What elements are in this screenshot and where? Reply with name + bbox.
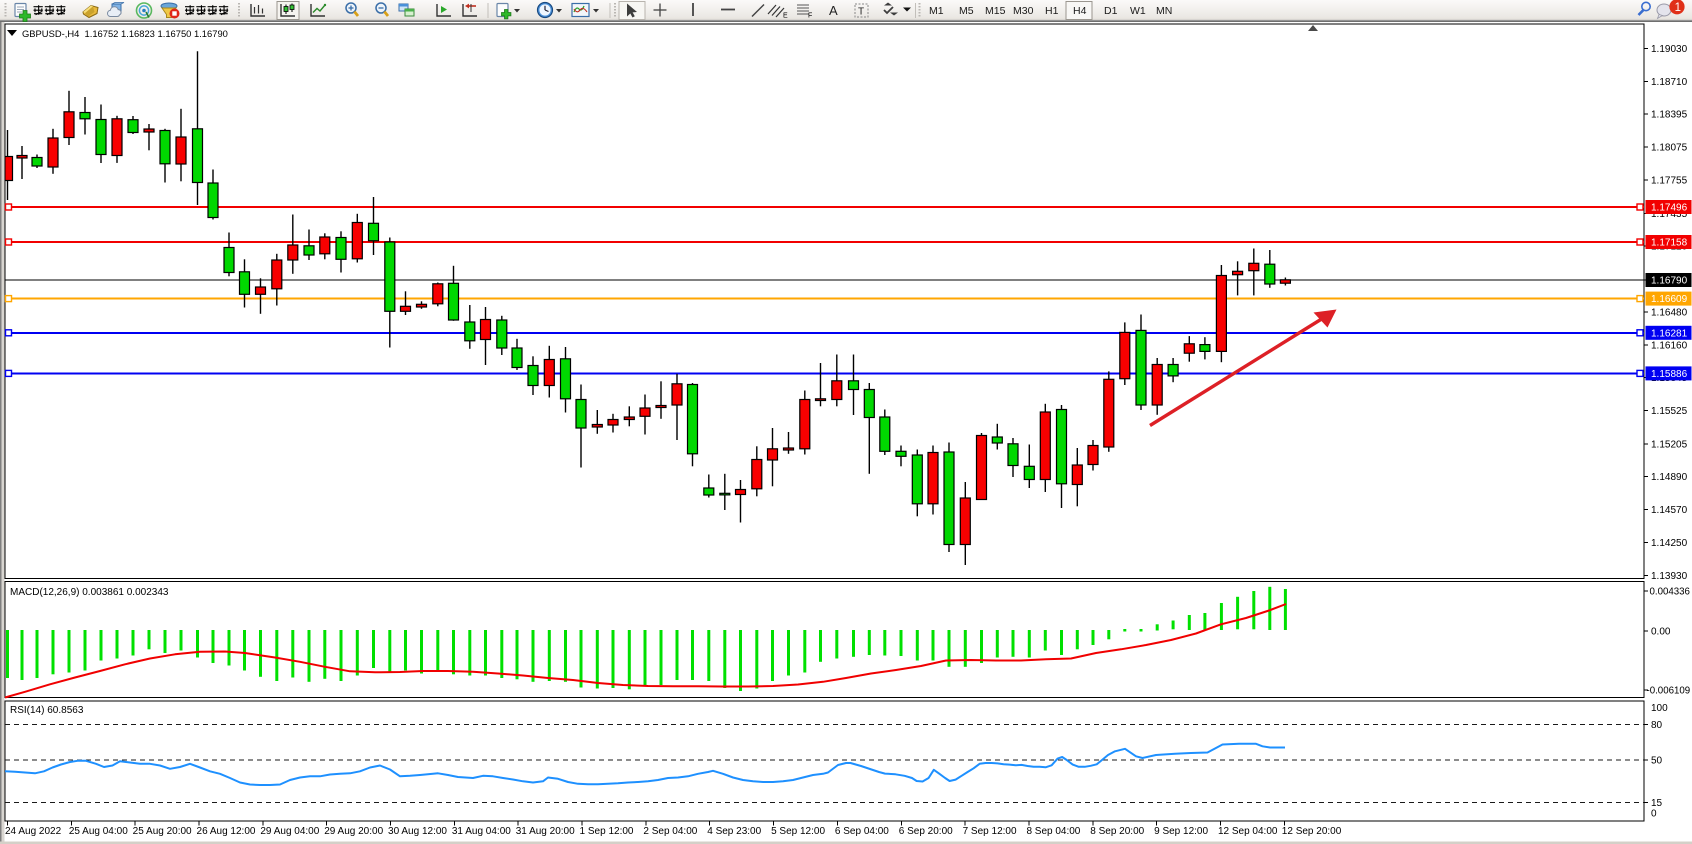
svg-text:F: F (808, 13, 812, 20)
svg-text:80: 80 (1651, 720, 1663, 731)
svg-text:9 Sep 12:00: 9 Sep 12:00 (1154, 826, 1208, 837)
svg-text:1.17496: 1.17496 (1651, 203, 1688, 214)
svg-text:M15: M15 (985, 5, 1006, 17)
svg-text:0.004336: 0.004336 (1650, 587, 1690, 598)
svg-text:1.15525: 1.15525 (1651, 406, 1688, 417)
svg-text:30 Aug 12:00: 30 Aug 12:00 (388, 826, 447, 837)
svg-text:1.18395: 1.18395 (1651, 110, 1688, 121)
svg-text:1.13930: 1.13930 (1651, 571, 1688, 582)
svg-text:1.15205: 1.15205 (1651, 439, 1688, 450)
svg-text:GBPUSD-,H4 1.16752 1.16823 1.: GBPUSD-,H4 1.16752 1.16823 1.16750 1.167… (22, 28, 228, 39)
svg-text:5 Sep 12:00: 5 Sep 12:00 (771, 826, 825, 837)
svg-text:29 Aug 20:00: 29 Aug 20:00 (324, 826, 383, 837)
svg-text:MN: MN (1156, 5, 1172, 17)
svg-text:8 Sep 20:00: 8 Sep 20:00 (1090, 826, 1144, 837)
svg-text:H1: H1 (1045, 5, 1059, 17)
svg-text:W1: W1 (1130, 5, 1146, 17)
svg-text:1.16480: 1.16480 (1651, 308, 1688, 319)
svg-text:E: E (783, 13, 788, 20)
svg-text:24 Aug 2022: 24 Aug 2022 (5, 826, 62, 837)
svg-text:12 Sep 20:00: 12 Sep 20:00 (1282, 826, 1342, 837)
svg-text:M1: M1 (929, 5, 944, 17)
svg-text:1.14250: 1.14250 (1651, 538, 1688, 549)
svg-text:12 Sep 04:00: 12 Sep 04:00 (1218, 826, 1278, 837)
svg-text:1.14570: 1.14570 (1651, 505, 1688, 516)
svg-text:0.00: 0.00 (1651, 627, 1671, 638)
svg-text:6 Sep 20:00: 6 Sep 20:00 (899, 826, 953, 837)
svg-text:1: 1 (1675, 2, 1681, 14)
svg-text:6 Sep 04:00: 6 Sep 04:00 (835, 826, 889, 837)
svg-text:1.17755: 1.17755 (1651, 176, 1688, 187)
svg-text:100: 100 (1651, 703, 1668, 714)
svg-text:15: 15 (1651, 798, 1663, 809)
svg-text:1.15886: 1.15886 (1651, 369, 1688, 380)
svg-text:M5: M5 (959, 5, 974, 17)
svg-text:26 Aug 12:00: 26 Aug 12:00 (197, 826, 256, 837)
svg-text:1.16281: 1.16281 (1651, 328, 1688, 339)
svg-text:25 Aug 20:00: 25 Aug 20:00 (133, 826, 192, 837)
svg-text:T: T (858, 7, 864, 18)
svg-text:25 Aug 04:00: 25 Aug 04:00 (69, 826, 128, 837)
svg-text:1.14890: 1.14890 (1651, 472, 1688, 483)
svg-text:M30: M30 (1013, 5, 1034, 17)
svg-text:2 Sep 04:00: 2 Sep 04:00 (643, 826, 697, 837)
svg-text:50: 50 (1651, 756, 1663, 767)
svg-text:31 Aug 04:00: 31 Aug 04:00 (452, 826, 511, 837)
svg-text:1.17435: 1.17435 (1651, 209, 1688, 220)
svg-text:1.17158: 1.17158 (1651, 238, 1688, 249)
svg-text:1.18710: 1.18710 (1651, 77, 1688, 88)
svg-text:1.16160: 1.16160 (1651, 341, 1688, 352)
svg-text:-0.006109: -0.006109 (1647, 686, 1691, 697)
svg-text:8 Sep 04:00: 8 Sep 04:00 (1026, 826, 1080, 837)
svg-text:1 Sep 12:00: 1 Sep 12:00 (580, 826, 634, 837)
svg-text:4 Sep 23:00: 4 Sep 23:00 (707, 826, 761, 837)
svg-text:1.16790: 1.16790 (1651, 276, 1688, 287)
svg-text:H4: H4 (1073, 5, 1087, 17)
svg-text:A: A (829, 3, 838, 18)
svg-text:1.18075: 1.18075 (1651, 143, 1688, 154)
svg-text:7 Sep 12:00: 7 Sep 12:00 (963, 826, 1017, 837)
svg-text:D1: D1 (1104, 5, 1118, 17)
svg-text:0: 0 (1651, 809, 1657, 820)
svg-text:MACD(12,26,9) 0.003861 0.00234: MACD(12,26,9) 0.003861 0.002343 (10, 587, 169, 598)
svg-text:29 Aug 04:00: 29 Aug 04:00 (260, 826, 319, 837)
svg-text:31 Aug 20:00: 31 Aug 20:00 (516, 826, 575, 837)
svg-text:RSI(14) 60.8563: RSI(14) 60.8563 (10, 705, 84, 716)
svg-text:1.19030: 1.19030 (1651, 44, 1688, 55)
svg-text:1.16609: 1.16609 (1651, 294, 1688, 305)
